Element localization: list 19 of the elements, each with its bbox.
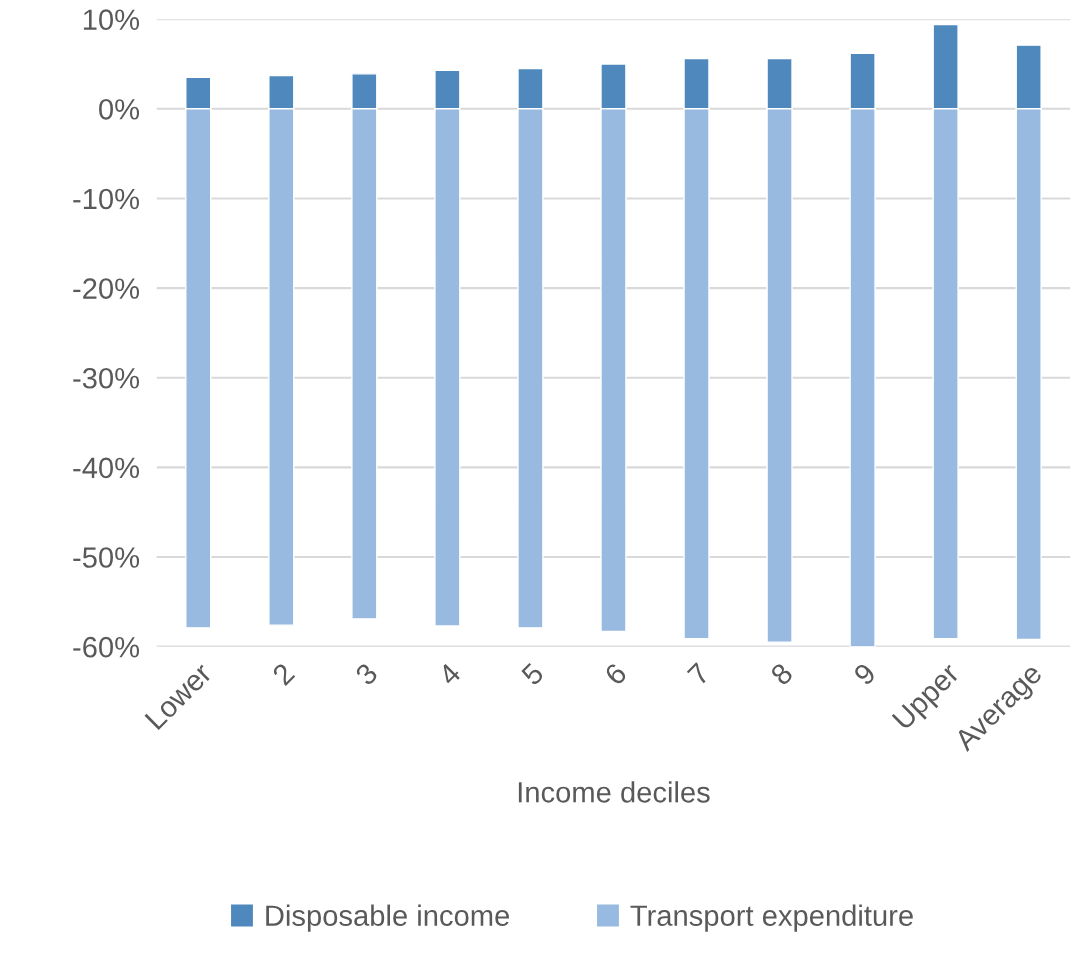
legend-label: Transport expenditure (630, 904, 913, 932)
y-tick-label: 10% (83, 9, 140, 31)
y-tick-label: -30% (73, 367, 140, 389)
x-tick-label: 7 (686, 662, 711, 686)
y-tick-label: -20% (73, 278, 140, 299)
x-tick-label: 3 (354, 661, 379, 687)
x-tick-label: 5 (520, 662, 545, 687)
x-tick-label: 8 (769, 661, 794, 687)
x-tick-label: 4 (437, 661, 462, 687)
y-tick-label: -60% (73, 636, 140, 658)
y-tick-label: -50% (73, 547, 140, 568)
x-tick-label: 2 (271, 662, 296, 686)
x-axis-title: Income deciles (518, 781, 710, 803)
legend-label: Disposable income (266, 904, 509, 932)
x-tick-label: 6 (603, 661, 628, 687)
y-tick-label: 0% (99, 99, 140, 120)
y-tick-label: -40% (73, 457, 140, 479)
x-tick-label: 9 (852, 662, 877, 687)
y-tick-label: -10% (73, 188, 140, 210)
